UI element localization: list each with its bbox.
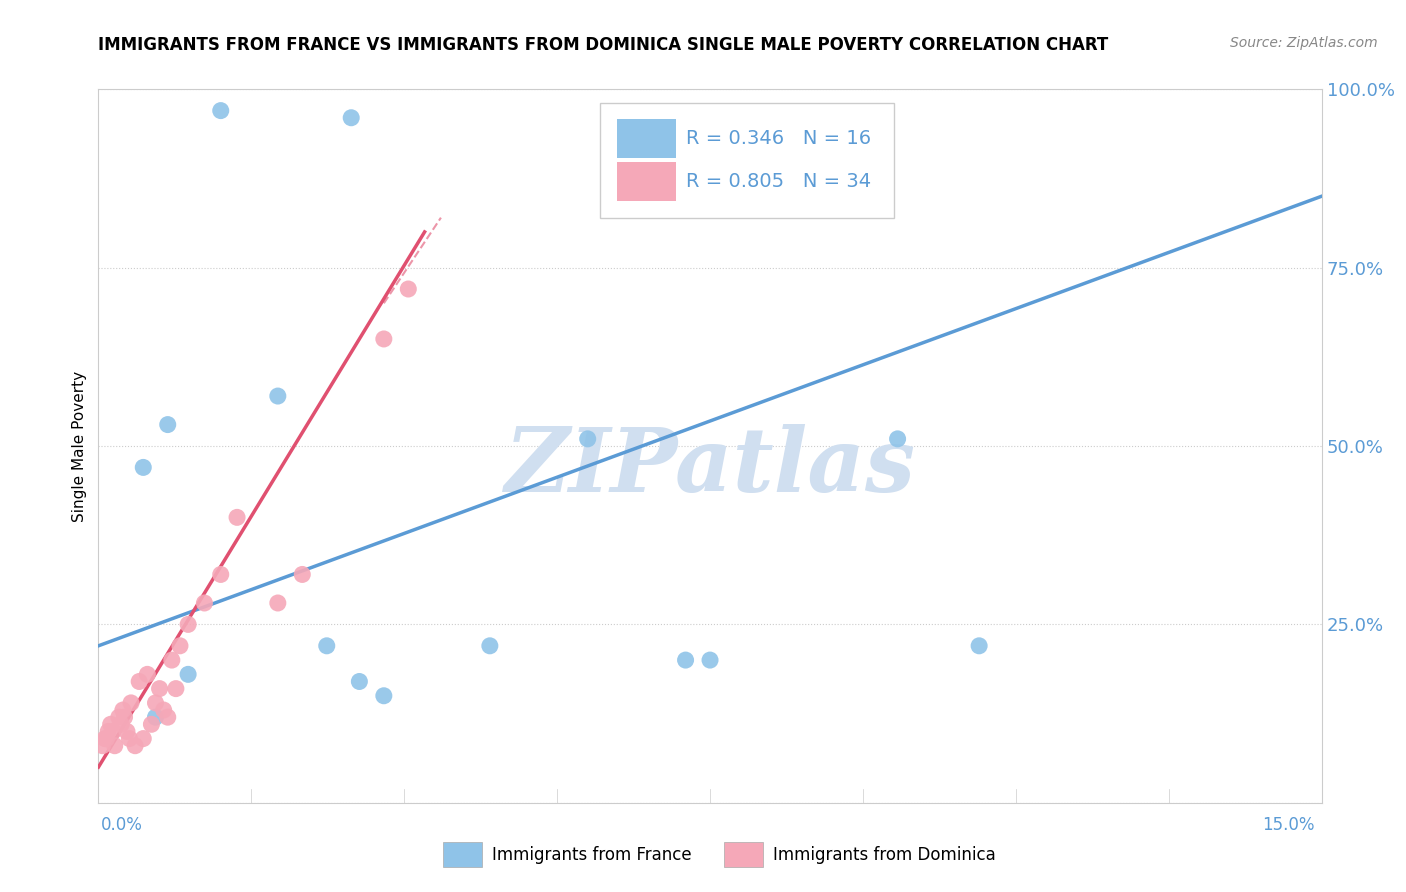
Point bbox=[373, 689, 395, 703]
Point bbox=[118, 731, 141, 746]
Point bbox=[110, 717, 132, 731]
Point bbox=[177, 617, 200, 632]
FancyBboxPatch shape bbox=[617, 120, 676, 158]
Point bbox=[267, 389, 290, 403]
Point bbox=[108, 710, 131, 724]
Point bbox=[291, 567, 314, 582]
Point bbox=[209, 103, 232, 118]
Text: R = 0.805   N = 34: R = 0.805 N = 34 bbox=[686, 172, 870, 191]
Point bbox=[132, 731, 155, 746]
Point bbox=[340, 111, 363, 125]
Text: Immigrants from Dominica: Immigrants from Dominica bbox=[773, 846, 995, 863]
Text: 15.0%: 15.0% bbox=[1263, 816, 1315, 834]
Point bbox=[315, 639, 337, 653]
Point bbox=[226, 510, 249, 524]
Point bbox=[165, 681, 187, 696]
Point bbox=[94, 731, 117, 746]
Point bbox=[967, 639, 990, 653]
Point bbox=[104, 739, 127, 753]
Point bbox=[478, 639, 501, 653]
Point bbox=[132, 460, 155, 475]
Point bbox=[100, 717, 122, 731]
Point bbox=[349, 674, 371, 689]
FancyBboxPatch shape bbox=[600, 103, 894, 218]
Point bbox=[209, 567, 232, 582]
Text: R = 0.346   N = 16: R = 0.346 N = 16 bbox=[686, 129, 870, 148]
Point bbox=[149, 681, 172, 696]
Point bbox=[115, 724, 138, 739]
Point bbox=[193, 596, 215, 610]
Text: ZIPatlas: ZIPatlas bbox=[505, 425, 915, 510]
Point bbox=[111, 703, 134, 717]
Point bbox=[675, 653, 697, 667]
Point bbox=[156, 710, 179, 724]
Text: Source: ZipAtlas.com: Source: ZipAtlas.com bbox=[1230, 36, 1378, 50]
Point bbox=[97, 724, 120, 739]
Point bbox=[886, 432, 908, 446]
Text: Immigrants from France: Immigrants from France bbox=[492, 846, 692, 863]
Point bbox=[160, 653, 183, 667]
Point bbox=[120, 696, 142, 710]
Point bbox=[373, 332, 395, 346]
Point bbox=[152, 703, 174, 717]
Point bbox=[177, 667, 200, 681]
Point bbox=[114, 710, 136, 724]
Point bbox=[96, 731, 118, 746]
Point bbox=[576, 432, 599, 446]
FancyBboxPatch shape bbox=[617, 162, 676, 201]
Point bbox=[145, 696, 167, 710]
Text: IMMIGRANTS FROM FRANCE VS IMMIGRANTS FROM DOMINICA SINGLE MALE POVERTY CORRELATI: IMMIGRANTS FROM FRANCE VS IMMIGRANTS FRO… bbox=[98, 36, 1109, 54]
Point bbox=[101, 724, 124, 739]
Point bbox=[169, 639, 191, 653]
Point bbox=[91, 739, 114, 753]
Y-axis label: Single Male Poverty: Single Male Poverty bbox=[72, 370, 87, 522]
Point bbox=[145, 710, 167, 724]
Point bbox=[136, 667, 159, 681]
Point bbox=[141, 717, 163, 731]
Point bbox=[156, 417, 179, 432]
Point bbox=[124, 739, 146, 753]
Point bbox=[396, 282, 419, 296]
Text: 0.0%: 0.0% bbox=[101, 816, 143, 834]
Point bbox=[267, 596, 290, 610]
Point bbox=[128, 674, 150, 689]
Point bbox=[699, 653, 721, 667]
